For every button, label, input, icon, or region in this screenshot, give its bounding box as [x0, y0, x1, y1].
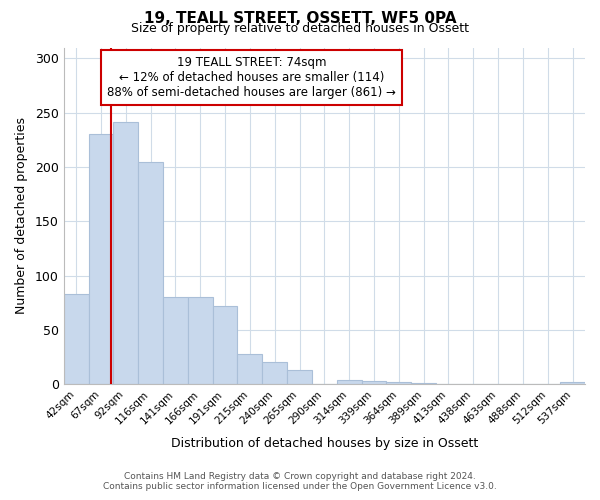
Text: Contains HM Land Registry data © Crown copyright and database right 2024.
Contai: Contains HM Land Registry data © Crown c… — [103, 472, 497, 491]
Bar — [287, 370, 312, 384]
Text: 19, TEALL STREET, OSSETT, WF5 0PA: 19, TEALL STREET, OSSETT, WF5 0PA — [144, 11, 456, 26]
Bar — [337, 380, 362, 384]
Bar — [188, 298, 212, 384]
X-axis label: Distribution of detached houses by size in Ossett: Distribution of detached houses by size … — [171, 437, 478, 450]
Y-axis label: Number of detached properties: Number of detached properties — [15, 118, 28, 314]
Bar — [362, 381, 386, 384]
Bar — [212, 306, 238, 384]
Bar — [163, 298, 188, 384]
Bar — [262, 362, 287, 384]
Bar — [238, 354, 262, 384]
Text: Size of property relative to detached houses in Ossett: Size of property relative to detached ho… — [131, 22, 469, 35]
Bar — [411, 383, 436, 384]
Bar — [386, 382, 411, 384]
Bar — [113, 122, 138, 384]
Text: 19 TEALL STREET: 74sqm
← 12% of detached houses are smaller (114)
88% of semi-de: 19 TEALL STREET: 74sqm ← 12% of detached… — [107, 56, 396, 99]
Bar — [138, 162, 163, 384]
Bar — [89, 134, 113, 384]
Bar — [64, 294, 89, 384]
Bar — [560, 382, 585, 384]
